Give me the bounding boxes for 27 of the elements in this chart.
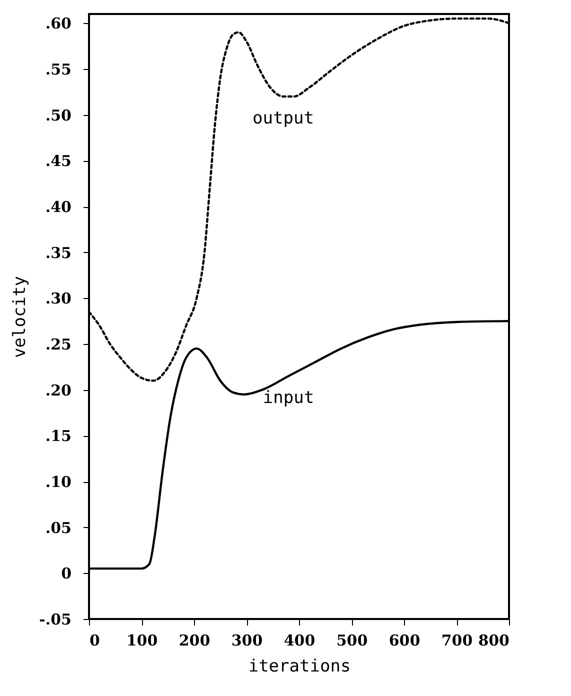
y-tick-label: .10 <box>45 473 72 491</box>
y-tick-label: .40 <box>45 198 72 216</box>
y-tick-label: .35 <box>45 244 72 262</box>
y-tick-label: .50 <box>45 106 72 124</box>
x-tick-label: 100 <box>126 632 158 650</box>
x-tick-label: 300 <box>231 632 263 650</box>
y-tick-label: .20 <box>45 381 72 400</box>
y-tick-label: .25 <box>45 336 72 354</box>
y-tick-label: .30 <box>45 290 72 308</box>
x-tick-label: 800 <box>478 632 510 650</box>
x-tick-label: 400 <box>284 632 316 650</box>
y-tick-label: -.05 <box>39 610 72 628</box>
y-tick-label: .05 <box>45 518 72 537</box>
y-tick-label: .45 <box>45 152 72 170</box>
y-axis-title: velocity <box>10 276 30 358</box>
series-label: output <box>252 108 314 128</box>
x-tick-label: 700 <box>441 632 473 650</box>
x-tick-label: 200 <box>178 632 210 650</box>
y-tick-label: .60 <box>45 14 72 33</box>
y-tick-label: .15 <box>45 427 72 446</box>
y-tick-label: 0 <box>61 564 72 583</box>
x-tick-label: 500 <box>336 632 368 650</box>
series-label: input <box>262 388 314 408</box>
x-tick-label: 600 <box>388 632 420 650</box>
x-axis-title: iterations <box>248 656 351 676</box>
y-tick-label: .55 <box>45 60 72 78</box>
x-tick-label: 0 <box>90 632 100 650</box>
